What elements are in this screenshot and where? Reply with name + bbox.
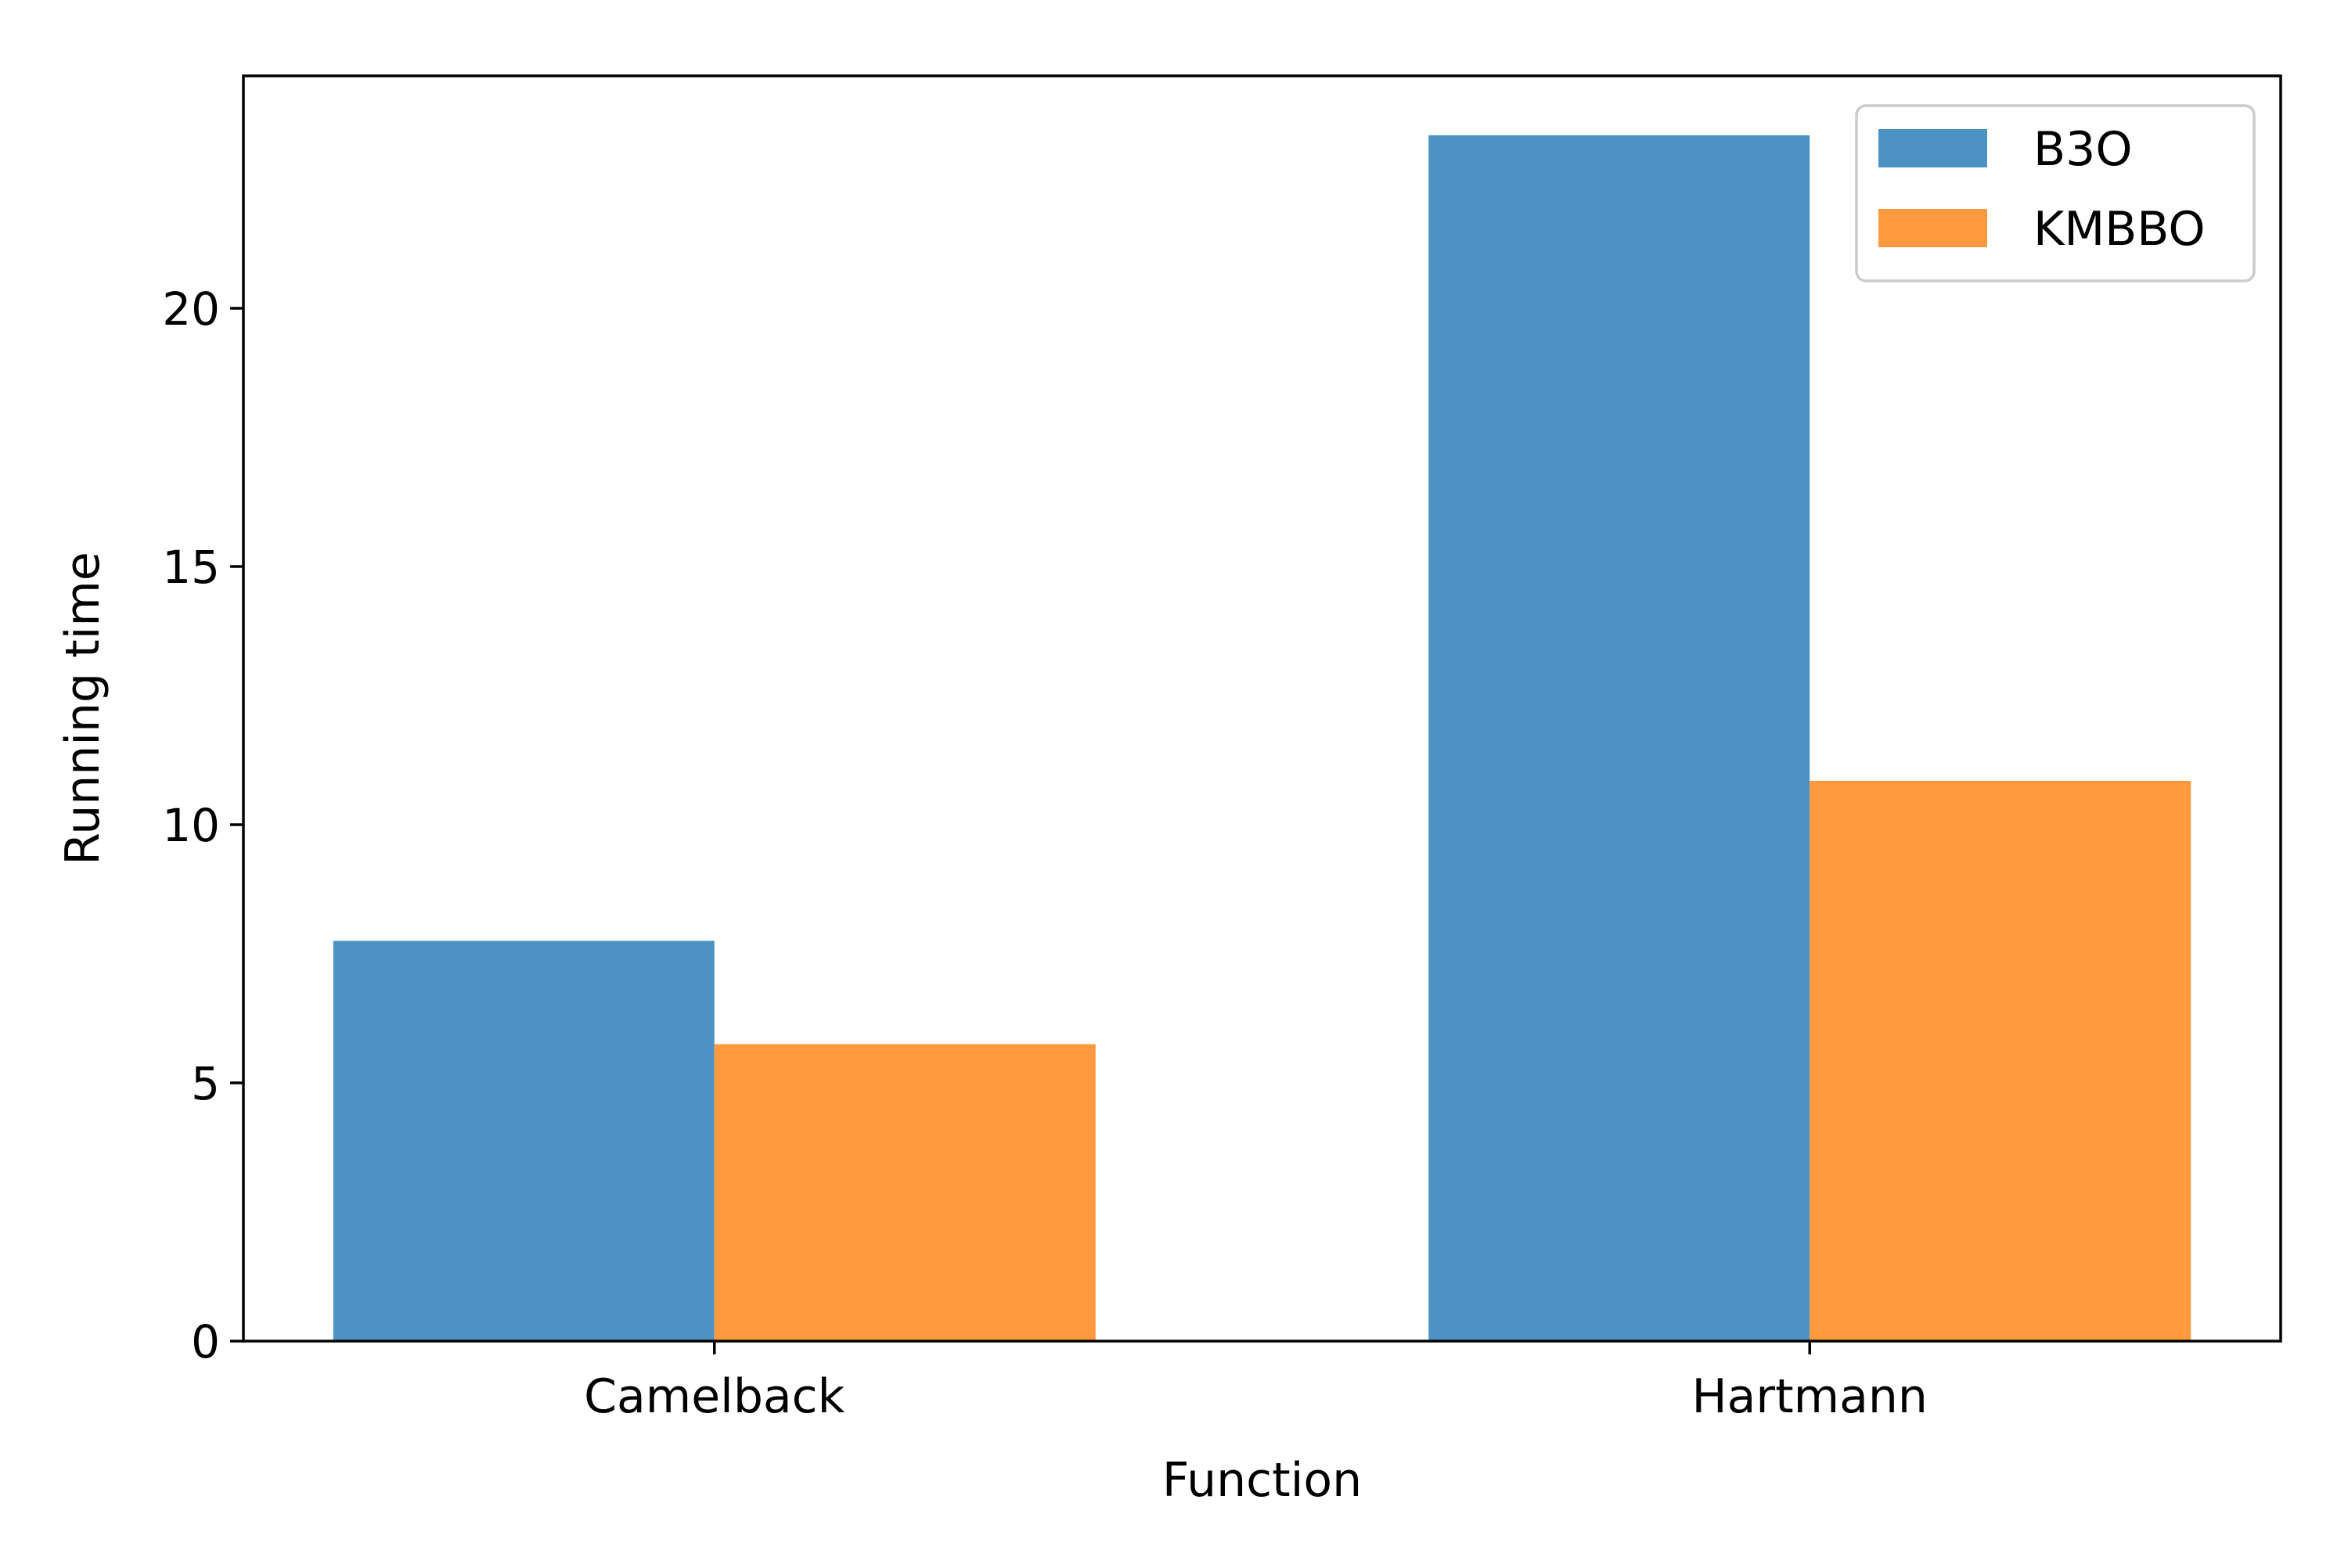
- bar-kmbbo-hartmann: [1810, 780, 2191, 1341]
- x-axis-label: Function: [1162, 1453, 1362, 1508]
- legend-label-b3o: B3O: [2033, 122, 2133, 177]
- bar-b3o-camelback: [333, 940, 715, 1341]
- bar-b3o-hartmann: [1428, 135, 1810, 1341]
- bar-kmbbo-camelback: [714, 1044, 1096, 1341]
- y-axis: 0 5 10 15 20: [162, 282, 243, 1368]
- x-axis: Camelback Hartmann: [584, 1341, 1928, 1424]
- y-tick-label: 5: [191, 1057, 220, 1110]
- bars-layer: [333, 135, 2191, 1341]
- plot-area-frame: [242, 74, 2282, 1343]
- x-tick-label: Hartmann: [1692, 1369, 1928, 1424]
- y-axis-label: Running time: [56, 552, 110, 865]
- legend-swatch-kmbbo: [1878, 209, 1987, 247]
- legend-swatch-b3o: [1878, 129, 1987, 167]
- x-tick-label: Camelback: [584, 1369, 845, 1424]
- y-tick-label: 0: [191, 1315, 220, 1368]
- legend: B3O KMBBO: [1855, 104, 2256, 282]
- legend-label-kmbbo: KMBBO: [2033, 202, 2206, 257]
- y-tick-label: 20: [162, 282, 220, 336]
- y-tick-label: 15: [162, 541, 220, 594]
- y-tick-label: 10: [162, 799, 220, 852]
